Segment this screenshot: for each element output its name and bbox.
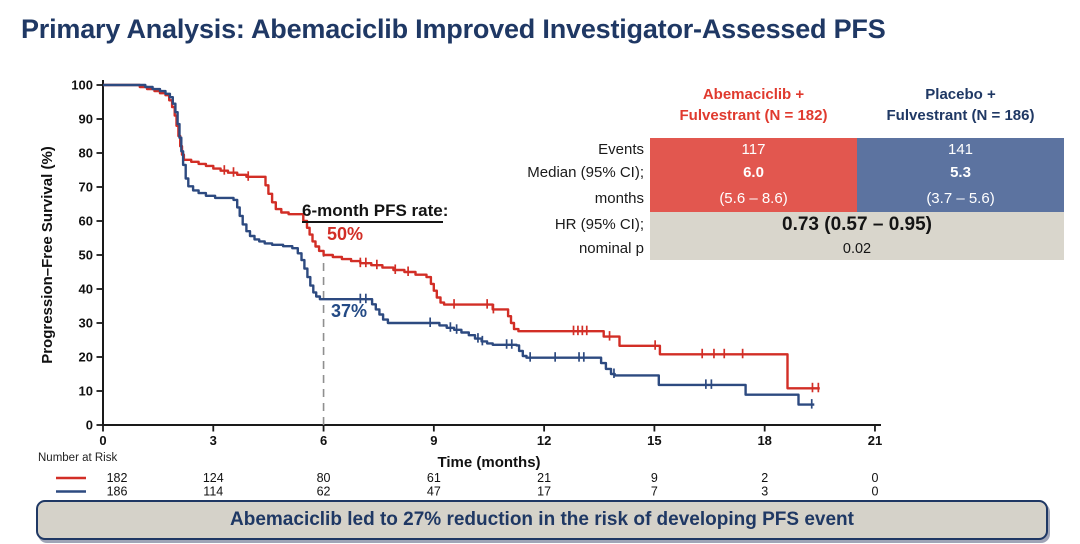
- placebo-6mo-rate: 37%: [331, 301, 368, 321]
- median-row-label: Median (95% CI);: [527, 164, 644, 181]
- x-tick-label: 3: [210, 433, 217, 448]
- x-tick-label: 12: [537, 433, 551, 448]
- y-tick-label: 10: [79, 384, 93, 399]
- y-axis-title: Progression–Free Survival (%): [39, 146, 56, 364]
- nominal-p-row-label: nominal p: [578, 240, 644, 257]
- placebo-column-header: Placebo + Fulvestrant (N = 186): [857, 84, 1064, 126]
- hr-value: 0.73 (0.57 – 0.95): [782, 214, 932, 235]
- placebo-risk-value: 17: [537, 485, 551, 499]
- abemaciclib-6mo-rate: 50%: [327, 224, 364, 244]
- x-tick-label: 21: [868, 433, 882, 448]
- placebo-header-line1: Placebo +: [925, 86, 996, 103]
- x-axis-title: Time (months): [437, 454, 540, 471]
- x-tick-label: 18: [757, 433, 771, 448]
- placebo-risk-value: 7: [651, 485, 658, 499]
- placebo-median-ci: (3.7 – 5.6): [926, 190, 995, 207]
- abemaciclib-median-ci: (5.6 – 8.6): [719, 190, 788, 207]
- placebo-risk-value: 0: [871, 485, 878, 499]
- abemaciclib-results-cell: 117 6.0 (5.6 – 8.6): [650, 138, 857, 212]
- placebo-risk-value: 47: [427, 485, 441, 499]
- p-value: 0.02: [842, 241, 872, 257]
- y-tick-label: 0: [86, 418, 93, 433]
- placebo-risk-value: 62: [317, 485, 331, 499]
- page-title: Primary Analysis: Abemaciclib Improved I…: [21, 14, 886, 44]
- y-tick-label: 90: [79, 112, 93, 127]
- abemaciclib-risk-value: 21: [537, 471, 551, 485]
- events-row-label: Events: [598, 141, 644, 158]
- placebo-risk-value: 186: [107, 485, 128, 499]
- abemaciclib-risk-value: 182: [107, 471, 128, 485]
- x-tick-label: 0: [99, 433, 106, 448]
- conclusion-banner: Abemaciclib led to 27% reduction in the …: [36, 500, 1048, 540]
- annotation-label: 6-month PFS rate: [302, 201, 443, 223]
- y-tick-label: 40: [79, 282, 93, 297]
- placebo-header-line2: Fulvestrant (N = 186): [886, 107, 1035, 124]
- y-tick-label: 60: [79, 214, 93, 229]
- hr-results-cell: 0.73 (0.57 – 0.95) 0.02: [650, 212, 1064, 260]
- abemaciclib-events-value: 117: [741, 141, 766, 158]
- placebo-events-value: 141: [947, 141, 974, 158]
- x-tick-label: 9: [430, 433, 437, 448]
- number-at-risk-label: Number at Risk: [38, 452, 117, 464]
- placebo-median-value: 5.3: [950, 164, 971, 181]
- y-tick-label: 80: [79, 146, 93, 161]
- abemaciclib-risk-value: 0: [871, 471, 878, 485]
- hr-row-label: HR (95% CI);: [554, 216, 644, 233]
- abemaciclib-column-header: Abemaciclib + Fulvestrant (N = 182): [650, 84, 857, 126]
- abemaciclib-header-line1: Abemaciclib +: [702, 86, 805, 103]
- results-table: Abemaciclib + Fulvestrant (N = 182) Plac…: [462, 84, 1064, 260]
- abemaciclib-risk-value: 124: [203, 471, 224, 485]
- conclusion-text: Abemaciclib led to 27% reduction in the …: [230, 509, 854, 530]
- six-month-pfs-annotation: 6-month PFS rate:: [302, 201, 449, 223]
- y-tick-label: 20: [79, 350, 93, 365]
- abemaciclib-header-line2: Fulvestrant (N = 182): [679, 107, 828, 124]
- median-units-label: months: [594, 190, 644, 207]
- annotation-colon: :: [442, 201, 449, 220]
- x-tick-label: 6: [320, 433, 327, 448]
- x-tick-label: 15: [647, 433, 661, 448]
- placebo-risk-value: 3: [761, 485, 768, 499]
- y-tick-label: 100: [71, 78, 93, 93]
- y-tick-label: 30: [79, 316, 93, 331]
- y-tick-label: 70: [79, 180, 93, 195]
- abemaciclib-risk-value: 61: [427, 471, 441, 485]
- placebo-curve: [103, 83, 815, 406]
- placebo-results-cell: 141 5.3 (3.7 – 5.6): [857, 138, 1064, 212]
- abemaciclib-median-value: 6.0: [743, 164, 764, 181]
- placebo-risk-value: 114: [203, 485, 223, 499]
- abemaciclib-risk-value: 2: [761, 471, 768, 485]
- abemaciclib-risk-value: 80: [317, 471, 331, 485]
- abemaciclib-risk-value: 9: [651, 471, 658, 485]
- y-tick-label: 50: [79, 248, 93, 263]
